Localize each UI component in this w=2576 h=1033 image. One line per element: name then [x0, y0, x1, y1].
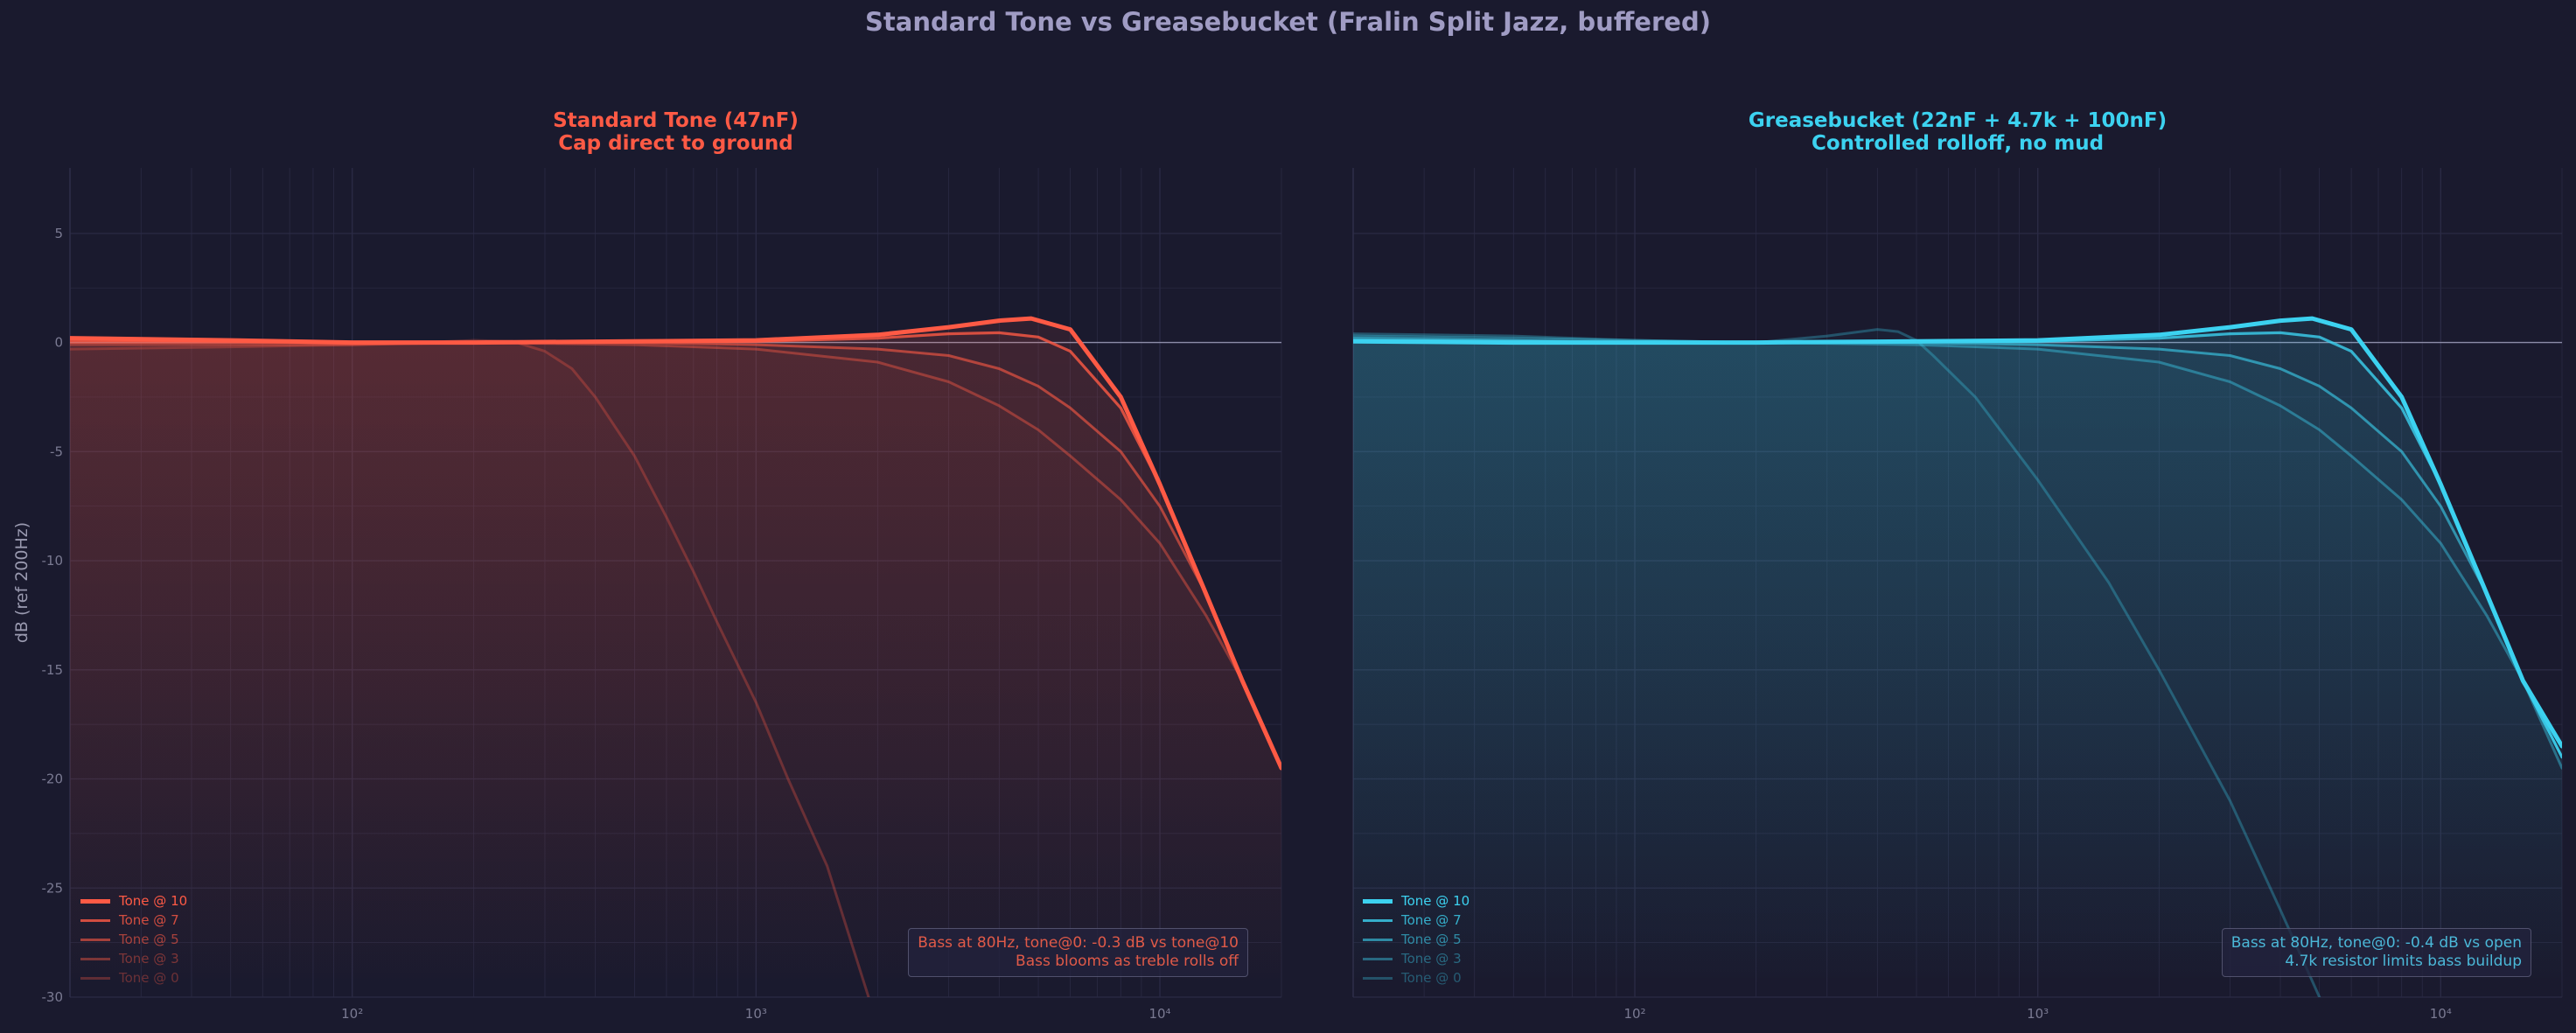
x-tick-label: 10²	[1623, 1006, 1645, 1022]
curves	[1353, 316, 2562, 997]
legend-entry: Tone @ 10	[1363, 891, 1470, 911]
legend-entry: Tone @ 5	[80, 930, 187, 949]
legend-swatch	[1363, 976, 1393, 980]
series-line-tone-5	[1353, 337, 2562, 759]
left-annotation-line1: Bass at 80Hz, tone@0: -0.3 dB vs tone@10	[918, 934, 1239, 952]
y-tick-label: -10	[42, 553, 64, 569]
x-tick-label: 10³	[2027, 1006, 2049, 1022]
legend-label: Tone @ 10	[1401, 893, 1470, 909]
legend-entry: Tone @ 10	[80, 891, 187, 911]
legend-swatch	[1363, 918, 1393, 922]
legend-label: Tone @ 5	[1401, 932, 1462, 947]
curves	[70, 316, 1281, 997]
y-tick-label: -15	[42, 662, 64, 678]
figure-title: Standard Tone vs Greasebucket (Fralin Sp…	[865, 7, 1711, 37]
y-tick-label: -25	[42, 880, 64, 896]
x-tick-label: 10²	[341, 1006, 363, 1022]
right-panel-title-line1: Greasebucket (22nF + 4.7k + 100nF)	[1748, 109, 2168, 132]
left-legend: Tone @ 10 Tone @ 7 Tone @ 5 Tone @ 3 Tone @ …	[80, 891, 187, 988]
legend-label: Tone @ 7	[1401, 912, 1462, 928]
y-tick-label: 0	[54, 335, 63, 351]
left-panel-standard-tone: 5 0 -5 -10 -15 -20 -25 -30 10² 10³ 10⁴	[42, 168, 1282, 1022]
legend-swatch	[80, 938, 110, 941]
right-annotation-line1: Bass at 80Hz, tone@0: -0.4 dB vs open	[2230, 934, 2522, 952]
legend-entry: Tone @ 0	[1363, 968, 1470, 988]
legend-swatch	[1363, 938, 1393, 941]
left-panel-title-line2: Cap direct to ground	[558, 132, 793, 155]
right-panel-greasebucket: 10² 10³ 10⁴	[1352, 168, 2563, 1022]
legend-swatch	[80, 918, 110, 922]
legend-entry: Tone @ 7	[80, 911, 187, 930]
x-tick-label: 10³	[745, 1006, 767, 1022]
left-panel-title-line1: Standard Tone (47nF)	[553, 109, 799, 132]
series-line-tone-0	[70, 339, 870, 997]
legend-swatch	[1363, 957, 1393, 960]
legend-swatch	[80, 976, 110, 980]
left-annotation-line2: Bass blooms as treble rolls off	[1016, 953, 1239, 970]
right-annotation-box: Bass at 80Hz, tone@0: -0.4 dB vs open 4.…	[2221, 928, 2531, 977]
legend-label: Tone @ 10	[119, 893, 188, 909]
legend-swatch	[80, 898, 110, 904]
legend-label: Tone @ 7	[119, 912, 179, 928]
y-tick-label: -30	[42, 989, 64, 1005]
legend-swatch	[80, 957, 110, 960]
legend-label: Tone @ 5	[119, 932, 179, 947]
series-line-tone-3	[70, 341, 1281, 770]
legend-swatch	[1363, 898, 1393, 904]
series-line-tone-5	[70, 341, 1281, 770]
y-tick-label: -20	[42, 771, 64, 787]
legend-label: Tone @ 3	[1401, 951, 1462, 967]
legend-entry: Tone @ 7	[1363, 911, 1470, 930]
x-tick-label: 10⁴	[2430, 1006, 2452, 1022]
series-fill-4	[1353, 329, 2320, 997]
right-annotation-line2: 4.7k resistor limits bass buildup	[2285, 953, 2522, 970]
legend-entry: Tone @ 5	[1363, 930, 1470, 949]
right-panel-title-line2: Controlled rolloff, no mud	[1811, 132, 2105, 155]
left-panel-title: Standard Tone (47nF) Cap direct to groun…	[70, 109, 1281, 155]
y-tick-label: -5	[50, 443, 63, 459]
y-axis-label: dB (ref 200Hz)	[12, 521, 31, 644]
x-tick-label: 10⁴	[1148, 1006, 1170, 1022]
left-annotation-box: Bass at 80Hz, tone@0: -0.3 dB vs tone@10…	[908, 928, 1248, 977]
legend-entry: Tone @ 3	[1363, 949, 1470, 968]
y-tick-label: 5	[54, 226, 63, 241]
right-legend: Tone @ 10 Tone @ 7 Tone @ 5 Tone @ 3 Tone @ …	[1363, 891, 1470, 988]
legend-label: Tone @ 0	[119, 970, 179, 986]
series-line-tone-0	[1353, 328, 2321, 997]
legend-label: Tone @ 3	[119, 951, 179, 967]
series-line-tone-3	[1353, 334, 2562, 770]
right-panel-title: Greasebucket (22nF + 4.7k + 100nF) Contr…	[1353, 109, 2562, 155]
legend-entry: Tone @ 0	[80, 968, 187, 988]
series-fill-4	[70, 340, 869, 997]
legend-label: Tone @ 0	[1401, 970, 1462, 986]
legend-entry: Tone @ 3	[80, 949, 187, 968]
